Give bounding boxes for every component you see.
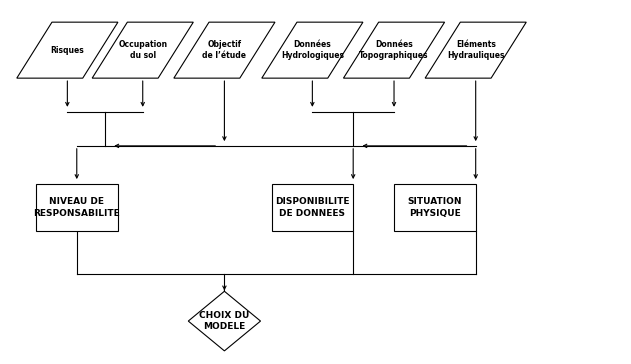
Text: DISPONIBILITE
DE DONNEES: DISPONIBILITE DE DONNEES <box>275 197 350 218</box>
Text: Occupation
du sol: Occupation du sol <box>118 40 167 60</box>
Text: NIVEAU DE
RESPONSABILITE: NIVEAU DE RESPONSABILITE <box>33 197 120 218</box>
Text: CHOIX DU
MODELE: CHOIX DU MODELE <box>199 310 250 332</box>
Polygon shape <box>92 22 193 78</box>
Bar <box>36 184 117 231</box>
Polygon shape <box>188 291 261 351</box>
Polygon shape <box>343 22 445 78</box>
Text: Objectif
de l’étude: Objectif de l’étude <box>203 40 247 60</box>
Text: Risques: Risques <box>50 46 84 55</box>
Text: Données
Topographiques: Données Topographiques <box>359 40 429 60</box>
Bar <box>394 184 476 231</box>
Text: Données
Hydrologiques: Données Hydrologiques <box>281 40 344 60</box>
Bar <box>271 184 353 231</box>
Polygon shape <box>262 22 363 78</box>
Polygon shape <box>17 22 118 78</box>
Text: Eléments
Hydrauliques: Eléments Hydrauliques <box>447 40 504 60</box>
Polygon shape <box>174 22 275 78</box>
Text: SITUATION
PHYSIQUE: SITUATION PHYSIQUE <box>408 197 462 218</box>
Polygon shape <box>425 22 526 78</box>
